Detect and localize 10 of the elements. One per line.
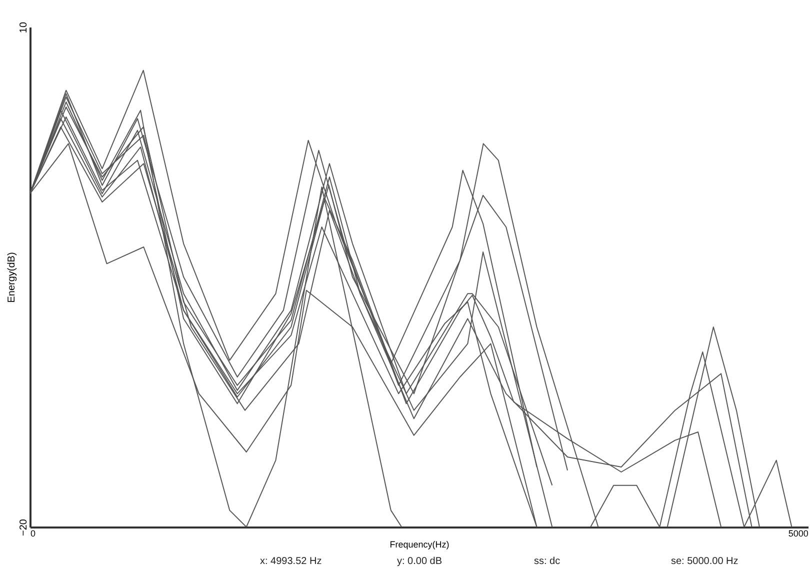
text: se: 5000.00 Hz	[671, 556, 738, 567]
y-tick-label: 10	[18, 22, 30, 34]
text: ss: dc	[534, 556, 560, 567]
text: x: 4993.52 Hz	[260, 556, 322, 567]
x-tick-label: 5000	[788, 528, 808, 538]
x-axis-title: Frequency(Hz)	[390, 540, 450, 550]
y-tick-label: −20	[18, 518, 30, 536]
y-axis-title: Energy(dB)	[6, 252, 18, 303]
x-tick-label: 0	[30, 528, 36, 538]
text: y: 0.00 dB	[397, 556, 442, 567]
